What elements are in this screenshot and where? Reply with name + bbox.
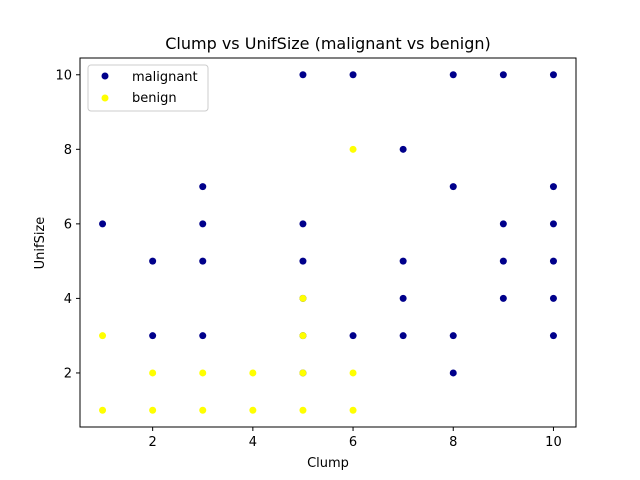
y-tick-label-2: 2 <box>64 366 72 381</box>
chart-title: Clump vs UnifSize (malignant vs benign) <box>165 34 490 53</box>
legend-marker-malignant <box>101 72 109 80</box>
x-tick-label-8: 8 <box>449 435 457 450</box>
markers-layer <box>99 71 557 414</box>
marker-malignant-9 <box>299 257 307 265</box>
marker-malignant-26 <box>499 294 507 302</box>
marker-benign-12 <box>349 145 357 153</box>
marker-malignant-23 <box>499 71 507 79</box>
marker-malignant-25 <box>499 257 507 265</box>
marker-malignant-31 <box>549 294 557 302</box>
plot-frame <box>79 57 577 428</box>
marker-benign-11 <box>299 406 307 414</box>
marker-benign-0 <box>99 332 107 340</box>
marker-benign-2 <box>149 369 157 377</box>
marker-malignant-3 <box>199 183 207 191</box>
marker-benign-5 <box>199 406 207 414</box>
marker-malignant-2 <box>149 332 157 340</box>
marker-benign-3 <box>149 406 157 414</box>
y-tick-label-6: 6 <box>64 217 72 232</box>
marker-malignant-14 <box>349 332 357 340</box>
marker-benign-9 <box>299 332 307 340</box>
marker-benign-4 <box>199 369 207 377</box>
marker-malignant-17 <box>399 294 407 302</box>
marker-malignant-30 <box>549 257 557 265</box>
legend: malignant benign <box>87 64 209 112</box>
marker-benign-8 <box>299 294 307 302</box>
marker-benign-7 <box>249 406 257 414</box>
y-tick-label-8: 8 <box>64 143 72 158</box>
marker-malignant-0 <box>99 220 107 228</box>
marker-malignant-19 <box>449 71 457 79</box>
marker-malignant-16 <box>399 257 407 265</box>
marker-benign-10 <box>299 369 307 377</box>
marker-benign-1 <box>99 406 107 414</box>
y-axis-label: UnifSize <box>33 217 48 270</box>
y-tick-label-4: 4 <box>64 292 72 307</box>
legend-label-malignant: malignant <box>132 70 198 85</box>
marker-malignant-28 <box>549 183 557 191</box>
x-axis-ticks: 2 4 6 8 10 <box>149 427 562 450</box>
x-tick-label-10: 10 <box>545 435 562 450</box>
x-tick-label-6: 6 <box>349 435 357 450</box>
marker-malignant-32 <box>549 332 557 340</box>
x-axis-label: Clump <box>307 456 349 471</box>
marker-malignant-27 <box>549 71 557 79</box>
marker-malignant-6 <box>199 332 207 340</box>
x-tick-label-2: 2 <box>149 435 157 450</box>
x-tick-label-4: 4 <box>249 435 257 450</box>
marker-malignant-20 <box>449 183 457 191</box>
marker-malignant-22 <box>449 369 457 377</box>
marker-benign-13 <box>349 369 357 377</box>
marker-malignant-24 <box>499 220 507 228</box>
plot-area <box>79 57 577 428</box>
marker-malignant-15 <box>399 145 407 153</box>
marker-malignant-21 <box>449 332 457 340</box>
y-tick-label-10: 10 <box>55 68 72 83</box>
marker-malignant-4 <box>199 220 207 228</box>
legend-marker-benign <box>101 94 109 102</box>
marker-malignant-7 <box>299 71 307 79</box>
marker-malignant-8 <box>299 220 307 228</box>
legend-box <box>87 64 209 112</box>
marker-malignant-18 <box>399 332 407 340</box>
marker-malignant-13 <box>349 71 357 79</box>
marker-malignant-29 <box>549 220 557 228</box>
marker-malignant-5 <box>199 257 207 265</box>
marker-benign-6 <box>249 369 257 377</box>
marker-malignant-1 <box>149 257 157 265</box>
legend-label-benign: benign <box>132 91 177 106</box>
y-axis-ticks: 2 4 6 8 10 <box>55 68 80 381</box>
marker-benign-14 <box>349 406 357 414</box>
